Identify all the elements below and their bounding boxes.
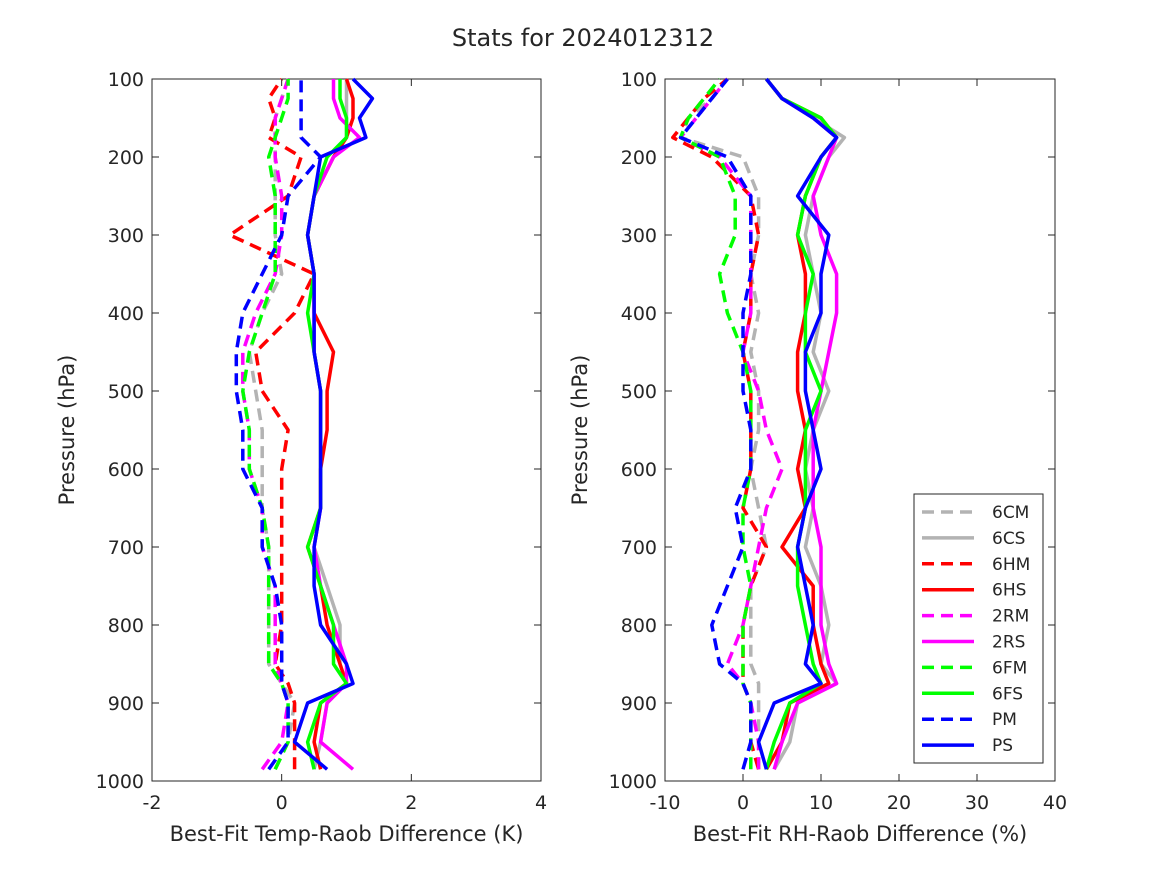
temp-y-tick-label: 200 xyxy=(108,147,144,169)
temp-series-ps xyxy=(292,77,375,771)
figure-title: Stats for 2024012312 xyxy=(452,24,714,52)
rh-series-6cs xyxy=(765,77,847,771)
temp-y-tick-label: 700 xyxy=(108,537,144,559)
legend-label-2rs: 2RS xyxy=(992,633,1025,653)
temp-x-tick-label: 4 xyxy=(535,792,547,814)
temp-y-tick-label: 100 xyxy=(108,69,144,91)
temp-y-tick-label: 500 xyxy=(108,381,144,403)
legend-label-6hm: 6HM xyxy=(992,555,1030,575)
rh-y-tick-label: 600 xyxy=(621,459,657,481)
rh-series-6cm xyxy=(678,77,769,770)
temp-y-axis-label: Pressure (hPa) xyxy=(55,355,79,506)
rh-series-pm xyxy=(678,77,753,770)
rh-y-axis-label: Pressure (hPa) xyxy=(568,355,592,506)
legend-label-ps: PS xyxy=(992,736,1013,756)
rh-y-tick-label: 1000 xyxy=(609,771,657,793)
legend-label-6fm: 6FM xyxy=(992,658,1027,678)
rh-x-tick-label: 30 xyxy=(965,792,989,814)
temp-y-tick-label: 1000 xyxy=(96,771,144,793)
legend-label-pm: PM xyxy=(992,710,1017,730)
rh-y-tick-label: 500 xyxy=(621,381,657,403)
temp-y-tick-label: 300 xyxy=(108,225,144,247)
rh-y-tick-label: 100 xyxy=(621,69,657,91)
rh-x-tick-label: 40 xyxy=(1043,792,1067,814)
temp-y-tick-label: 600 xyxy=(108,459,144,481)
rh-x-tick-label: 20 xyxy=(887,792,911,814)
rh-series-ps xyxy=(756,77,839,770)
temp-x-tick-label: 2 xyxy=(405,792,417,814)
legend-label-6fs: 6FS xyxy=(992,684,1023,704)
rh-x-axis-label: Best-Fit RH-Raob Difference (%) xyxy=(693,822,1027,846)
rh-y-tick-label: 800 xyxy=(621,615,657,637)
temp-series-pm xyxy=(234,79,323,771)
temp-y-tick-label: 400 xyxy=(108,303,144,325)
legend-label-6hs: 6HS xyxy=(992,581,1026,601)
rh-x-tick-label: -10 xyxy=(649,792,680,814)
rh-y-tick-label: 400 xyxy=(621,303,657,325)
temp-y-tick-label: 800 xyxy=(108,615,144,637)
temp-panel: -2 0 2 4 100 200 300 400 500 600 700 800 900 1000 Best… xyxy=(55,69,547,846)
rh-y-tick-label: 700 xyxy=(621,537,657,559)
temp-y-tick-label: 900 xyxy=(108,693,144,715)
rh-y-tick-label: 900 xyxy=(621,693,657,715)
temp-x-axis-label: Best-Fit Temp-Raob Difference (K) xyxy=(170,822,524,846)
rh-y-tick-label: 200 xyxy=(621,147,657,169)
rh-x-tick-label: 10 xyxy=(809,792,833,814)
temp-x-tick-label: 0 xyxy=(276,792,288,814)
temp-x-tick-label: -2 xyxy=(143,792,162,814)
legend-label-6cm: 6CM xyxy=(992,503,1029,523)
legend-label-2rm: 2RM xyxy=(992,607,1029,627)
rh-x-tick-label: 0 xyxy=(737,792,749,814)
legend: 6CM 6CS 6HM 6HS 2RM 2RS 6FM 6FS PM PS xyxy=(913,493,1044,764)
rh-y-tick-label: 300 xyxy=(621,225,657,247)
temp-series-6fm xyxy=(241,79,290,771)
legend-label-6cs: 6CS xyxy=(992,529,1025,549)
rh-series-2rs xyxy=(765,77,839,770)
